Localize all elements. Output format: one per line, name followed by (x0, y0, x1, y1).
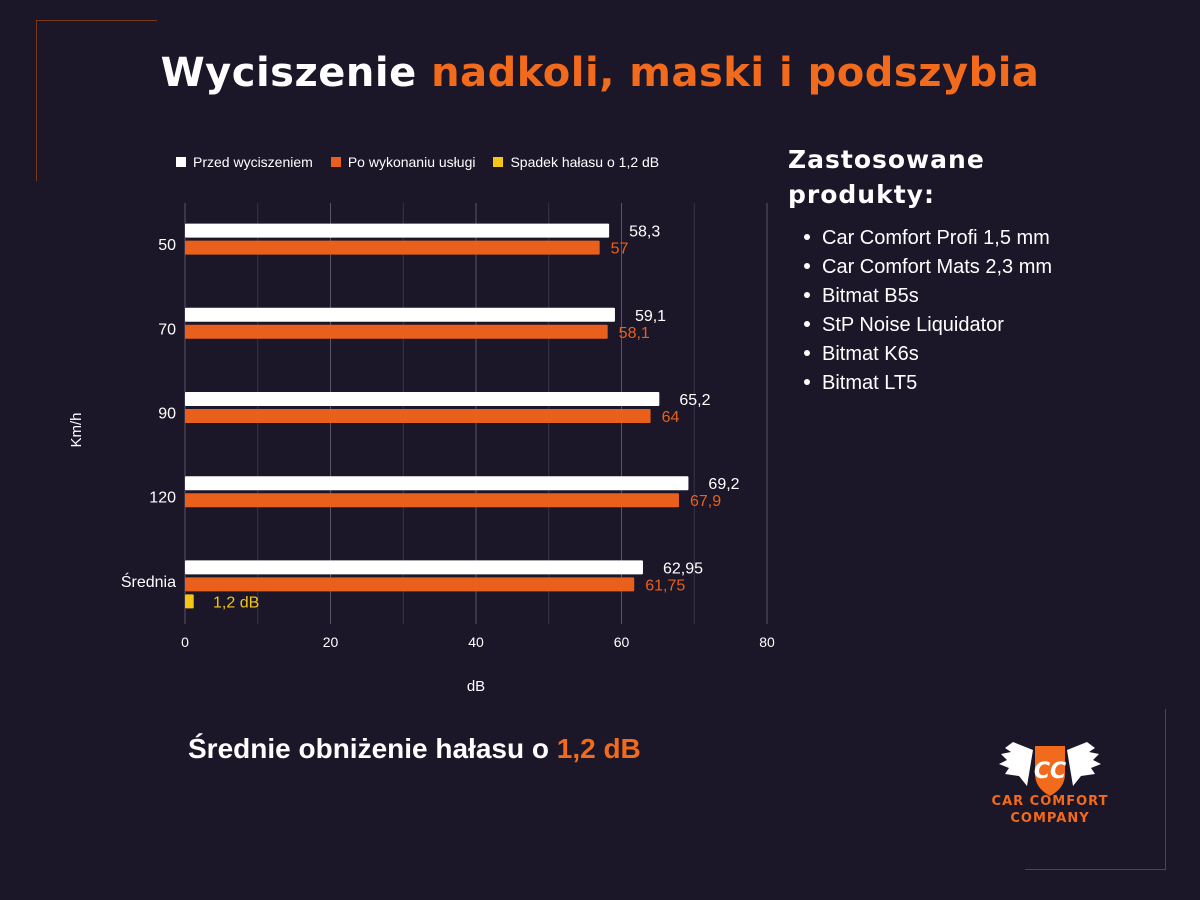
x-tick-label: 80 (759, 634, 775, 650)
logo-monogram: CC (1034, 759, 1066, 784)
bullet-icon (804, 350, 810, 357)
summary-text: Średnie obniżenie hałasu o 1,2 dB (188, 733, 641, 765)
products-list: Car Comfort Profi 1,5 mm Car Comfort Mats… (788, 226, 1052, 400)
company-logo: CC CAR COMFORT COMPANY (975, 738, 1125, 830)
logo-line-2: COMPANY (1010, 811, 1090, 826)
bar-chart: 0 20 40 60 80dBKm/h5058,3577059,158,19065,26… (68, 203, 775, 695)
product-item: StP Noise Liquidator (788, 313, 1052, 342)
data-label: 1,2 dB (213, 594, 259, 611)
summary-label: Średnie obniżenie hałasu o (188, 733, 549, 764)
bar-after (185, 240, 600, 255)
x-tick-label: 20 (323, 634, 339, 650)
data-label: 57 (611, 241, 629, 258)
bar-after (185, 577, 635, 592)
product-label: Car Comfort Profi 1,5 mm (822, 227, 1050, 249)
legend-swatch-after (330, 157, 341, 167)
data-label: 67,9 (690, 493, 721, 510)
bar-drop (185, 594, 194, 609)
legend-swatch-drop (493, 157, 504, 167)
bullet-icon (804, 263, 810, 270)
y-axis-title: Km/h (68, 412, 85, 447)
data-label: 61,75 (645, 577, 685, 594)
data-label: 65,2 (679, 392, 710, 409)
bar-before (185, 307, 615, 322)
bullet-icon (804, 321, 810, 328)
title-part-white: Wyciszenie (160, 50, 417, 96)
x-axis-title: dB (467, 678, 485, 695)
page-title: Wyciszenie nadkoli, maski i podszybia (0, 50, 1200, 96)
title-part-accent: nadkoli, maski i podszybia (431, 50, 1040, 96)
y-tick-label: 90 (158, 406, 176, 423)
data-label: 58,3 (629, 224, 660, 241)
product-label: Bitmat K6s (822, 343, 919, 365)
y-tick-label: 70 (158, 321, 176, 338)
bar-after (185, 493, 679, 508)
product-item: Bitmat K6s (788, 342, 1052, 371)
bar-after (185, 324, 608, 339)
legend-item-before: Przed wyciszeniem (176, 154, 313, 170)
product-label: Bitmat B5s (822, 285, 919, 307)
data-label: 69,2 (708, 476, 739, 493)
x-tick-label: 0 (181, 634, 189, 650)
product-label: StP Noise Liquidator (822, 314, 1004, 336)
product-item: Car Comfort Profi 1,5 mm (788, 226, 1052, 255)
bar-before (185, 476, 689, 491)
product-item: Bitmat LT5 (788, 371, 1052, 400)
products-heading: Zastosowane produkty: (788, 145, 985, 209)
legend-label-before: Przed wyciszeniem (193, 154, 313, 170)
product-item: Bitmat B5s (788, 284, 1052, 313)
decorative-frame-bottom-right (1025, 709, 1166, 870)
data-label: 64 (662, 409, 680, 426)
x-tick-label: 40 (468, 634, 484, 650)
decorative-frame-top-left (36, 20, 157, 181)
data-label: 59,1 (635, 308, 666, 325)
x-tick-label: 60 (614, 634, 630, 650)
bar-after (185, 409, 651, 423)
legend-label-after: Po wykonaniu usługi (347, 154, 476, 170)
legend-item-after: Po wykonaniu usługi (330, 154, 476, 170)
y-tick-label: Średnia (121, 572, 176, 591)
bar-before (185, 223, 610, 238)
product-item: Car Comfort Mats 2,3 mm (788, 255, 1052, 284)
product-label: Car Comfort Mats 2,3 mm (822, 256, 1053, 278)
bar-before (185, 392, 660, 406)
y-tick-label: 50 (158, 237, 176, 254)
bar-before (185, 560, 643, 575)
chart-legend: Przed wyciszeniem Po wykonaniu usługi Sp… (176, 154, 659, 170)
logo-line-1: CAR COMFORT (991, 794, 1109, 809)
legend-label-drop: Spadek hałasu o 1,2 dB (510, 154, 660, 170)
legend-swatch-before (176, 157, 186, 167)
data-label: 62,95 (663, 560, 703, 577)
bullet-icon (804, 379, 810, 386)
legend-item-drop: Spadek hałasu o 1,2 dB (493, 154, 659, 170)
bullet-icon (804, 234, 810, 241)
y-tick-label: 120 (149, 490, 176, 507)
summary-value: 1,2 dB (556, 733, 641, 764)
bullet-icon (804, 292, 810, 299)
product-label: Bitmat LT5 (822, 372, 918, 394)
winged-shield-icon: CC (999, 742, 1101, 796)
data-label: 58,1 (619, 325, 650, 342)
